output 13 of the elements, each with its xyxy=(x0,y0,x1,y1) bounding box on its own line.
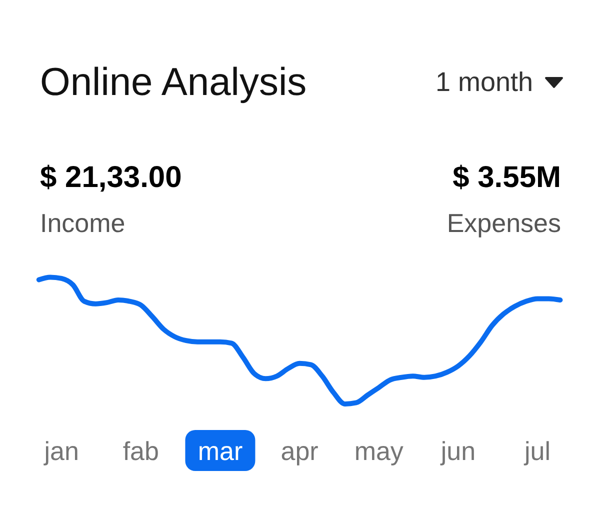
text: 1 month xyxy=(435,67,533,97)
x-tick-label: fab xyxy=(122,436,159,466)
text: $ 21,33.00 xyxy=(40,161,182,194)
text: $ 3.55M xyxy=(452,161,561,194)
x-tick-label: jul xyxy=(524,436,551,466)
x-tick-label: jan xyxy=(43,436,79,466)
chart-title: Online Analysis xyxy=(40,61,307,104)
x-tick-label: mar xyxy=(198,436,243,466)
x-tick-label: jun xyxy=(440,436,476,466)
x-tick-label: may xyxy=(354,436,404,466)
text: Income xyxy=(40,208,126,238)
x-tick-label: apr xyxy=(280,436,319,466)
text: Expenses xyxy=(446,208,561,238)
